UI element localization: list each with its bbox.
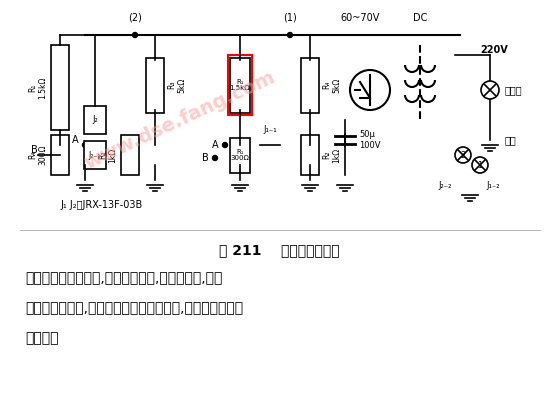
Circle shape: [132, 33, 137, 37]
Text: B: B: [31, 145, 38, 155]
Bar: [146, 57, 164, 113]
Bar: [230, 137, 250, 172]
Bar: [301, 57, 319, 113]
Text: J₂: J₂: [92, 115, 98, 125]
Text: 1: 1: [478, 160, 483, 170]
Text: 图 211    简单报警器电路: 图 211 简单报警器电路: [219, 243, 339, 257]
Bar: [51, 45, 69, 130]
Text: (1): (1): [283, 13, 297, 23]
Text: J₂₋₂: J₂₋₂: [439, 181, 451, 189]
Bar: [84, 106, 106, 134]
Text: A: A: [71, 135, 78, 145]
Text: DC: DC: [413, 13, 427, 23]
Text: R₁
1.5kΩ: R₁ 1.5kΩ: [28, 76, 47, 99]
Text: J₁₋₁: J₁₋₁: [263, 125, 277, 135]
Text: 这种报警器性能可靠,元件不易损坏,每增设一路,外加: 这种报警器性能可靠,元件不易损坏,每增设一路,外加: [25, 271, 223, 285]
Bar: [228, 55, 252, 115]
Bar: [301, 135, 319, 175]
Text: J₂₋₁: J₂₋₁: [89, 150, 101, 160]
Text: R₄
300Ω: R₄ 300Ω: [28, 145, 47, 165]
Text: R₂
1kΩ: R₂ 1kΩ: [98, 147, 118, 162]
Text: J₁₋₂: J₁₋₂: [487, 181, 500, 189]
Text: www.dse.fang.com: www.dse.fang.com: [81, 67, 278, 173]
Bar: [84, 141, 106, 169]
Text: 指示灯: 指示灯: [505, 85, 523, 95]
Text: R₂
1kΩ: R₂ 1kΩ: [323, 147, 341, 162]
Circle shape: [350, 70, 390, 110]
Text: 220V: 220V: [480, 45, 508, 55]
Text: B: B: [201, 153, 208, 163]
Circle shape: [481, 81, 499, 99]
Text: R₄
5kΩ: R₄ 5kΩ: [323, 77, 341, 93]
Bar: [121, 135, 139, 175]
Text: J₁ J₂为JRX-13F-03B: J₁ J₂为JRX-13F-03B: [60, 200, 142, 210]
Bar: [230, 57, 250, 113]
Text: 以应用。: 以应用。: [25, 331, 59, 345]
Circle shape: [223, 142, 228, 148]
Circle shape: [287, 33, 292, 37]
Text: 2: 2: [460, 150, 465, 160]
Text: R₁
1.5kΩ: R₁ 1.5kΩ: [230, 78, 251, 92]
Circle shape: [455, 147, 471, 163]
Text: 60~70V: 60~70V: [340, 13, 379, 23]
Circle shape: [472, 157, 488, 173]
Text: 元件不多。当然,这种报警器并不限于防盗,在其它方面也可: 元件不多。当然,这种报警器并不限于防盗,在其它方面也可: [25, 301, 243, 315]
Circle shape: [83, 142, 88, 148]
Text: R₃
5kΩ: R₃ 5kΩ: [167, 77, 187, 93]
Circle shape: [213, 156, 218, 160]
Text: 电铃: 电铃: [505, 135, 517, 145]
Text: (2): (2): [128, 13, 142, 23]
Text: R₁
300Ω: R₁ 300Ω: [230, 148, 249, 162]
Text: 50μ
100V: 50μ 100V: [359, 130, 381, 150]
Bar: [51, 135, 69, 175]
Text: A: A: [211, 140, 218, 150]
